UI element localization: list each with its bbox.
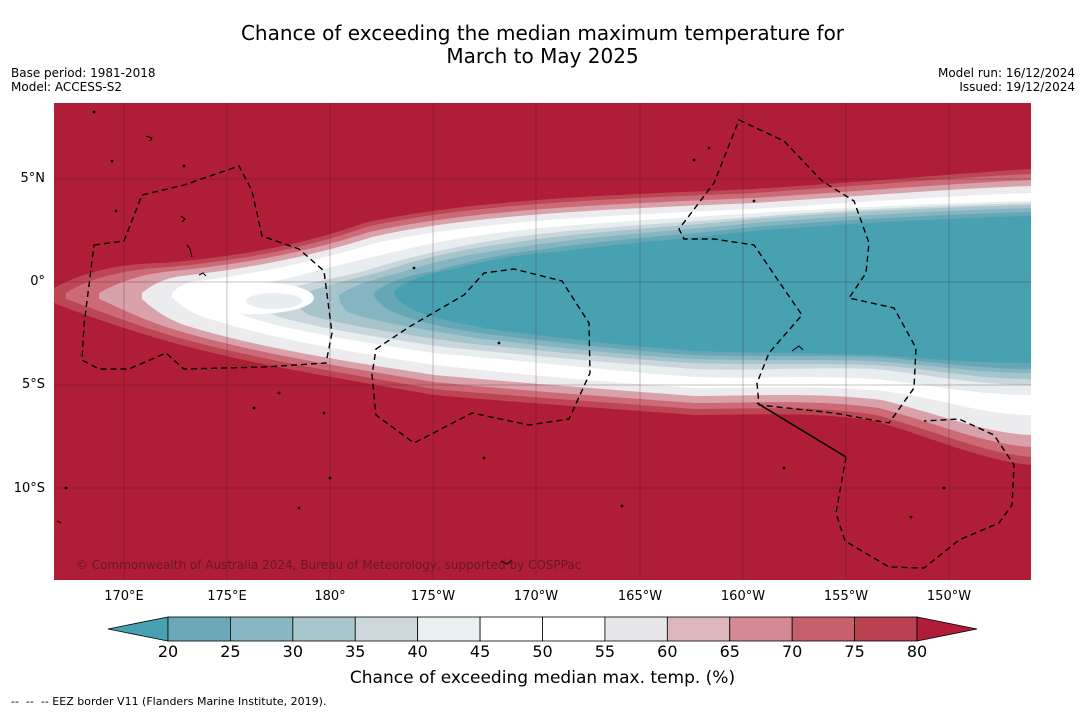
issued-date: Issued: 19/12/2024 [959, 80, 1075, 94]
lat-label-5n: 5°N [20, 171, 46, 186]
colorbar-title: Chance of exceeding median max. temp. (%… [349, 668, 736, 688]
lat-label-10s: 10°S [13, 481, 45, 496]
colorbar-segment-35-40 [354, 616, 419, 642]
lon-label-150w: 150°W [926, 589, 972, 604]
lon-label-175e: 175°E [207, 589, 247, 604]
eez-border-kiribati-west [81, 165, 333, 370]
colorbar-segment-65-70 [729, 616, 793, 642]
colorbar-tick-60: 60 [657, 642, 678, 661]
meta-right: Model run: 16/12/2024 Issued: 19/12/2024 [938, 66, 1075, 94]
colorbar-tick-50: 50 [532, 642, 553, 661]
colorbar-segment-30-35 [292, 616, 356, 642]
colorbar-segment-50-55 [542, 616, 606, 642]
colorbar-segment-70-75 [791, 616, 855, 642]
forecast-map [54, 103, 1031, 580]
colorbar-tick-80: 80 [906, 642, 928, 661]
colorbar-tick-40: 40 [407, 642, 428, 661]
colorbar-tick-75: 75 [844, 642, 865, 661]
colorbar-segment-40-45 [417, 616, 481, 642]
eez-border-tuvalu-tokelau [371, 268, 591, 444]
map-title: Chance of exceeding the median maximum t… [0, 22, 1085, 68]
colorbar-tick-70: 70 [781, 642, 803, 661]
colorbar-tick-35: 35 [345, 642, 366, 661]
colorbar-tick-20: 20 [157, 642, 179, 661]
base-period: Base period: 1981-2018 [11, 66, 156, 80]
lon-label-170e: 170°E [104, 589, 144, 604]
lat-label-0: 0° [30, 274, 45, 289]
eez-border-solid-segment [756, 402, 847, 458]
eez-border-cook-islands [835, 418, 1015, 569]
model-run: Model run: 16/12/2024 [937, 66, 1075, 80]
lon-label-175w: 175°W [410, 589, 456, 604]
map-title-line1: Chance of exceeding the median maximum t… [240, 21, 845, 45]
colorbar-extend-high [916, 616, 978, 642]
map-title-line2: March to May 2025 [446, 44, 639, 68]
contour-20 [394, 216, 1031, 363]
islands [56, 110, 946, 565]
lon-label-155w: 155°W [823, 589, 869, 604]
colorbar-tick-55: 55 [594, 642, 616, 661]
colorbar-segment-55-60 [604, 616, 668, 642]
colorbar-segment-25-30 [230, 616, 294, 642]
eez-borders [81, 119, 1015, 569]
graticule [54, 103, 1031, 580]
model-name: Model: ACCESS-S2 [11, 80, 123, 94]
lon-label-160w: 160°W [720, 589, 766, 604]
contour-45-pocket [246, 293, 302, 309]
eez-legend-note: -- -- -- EEZ border V11 (Flanders Marine… [11, 695, 327, 708]
lon-label-180: 180° [314, 589, 346, 604]
colorbar-tick-45: 45 [469, 642, 491, 661]
lat-label-5s: 5°S [21, 377, 45, 392]
meta-left: Base period: 1981-2018 Model: ACCESS-S2 [11, 66, 156, 94]
colorbar-tick-65: 65 [719, 642, 740, 661]
colorbar-segments [107, 616, 978, 642]
colorbar [107, 616, 978, 642]
colorbar-segment-45-50 [479, 616, 543, 642]
colorbar-tick-30: 30 [282, 642, 303, 661]
lon-label-170w: 170°W [513, 589, 559, 604]
colorbar-extend-low [107, 616, 169, 642]
colorbar-segment-75-80 [854, 616, 918, 642]
eez-border-kiribati-east [678, 119, 917, 424]
colorbar-segment-20-25 [167, 616, 231, 642]
colorbar-segment-60-65 [666, 616, 731, 642]
copyright-notice: © Commonwealth of Australia 2024, Bureau… [76, 558, 582, 572]
colorbar-tick-25: 25 [220, 642, 241, 661]
lon-label-165w: 165°W [617, 589, 663, 604]
